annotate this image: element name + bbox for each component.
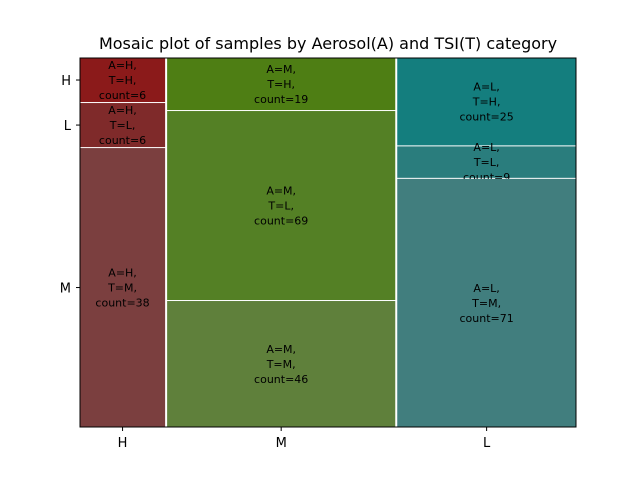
tile-label-line: count=6	[99, 134, 146, 147]
tile-label-line: A=L,	[473, 81, 499, 94]
x-tick-label-L: L	[483, 436, 491, 451]
y-tick-label-M: M	[60, 282, 71, 297]
tile-label-line: A=L,	[473, 141, 499, 154]
tile-label-line: T=H,	[108, 74, 137, 87]
tile-label-line: T=H,	[266, 78, 295, 91]
tile-label-line: count=19	[254, 93, 308, 106]
y-tick-label-L: L	[64, 119, 72, 134]
tile-label-line: A=L,	[473, 282, 499, 295]
tile-label-line: A=H,	[108, 267, 137, 280]
tile-label-M-M: A=M, T=M, count=46	[254, 343, 308, 386]
tile-label-line: A=M,	[266, 185, 296, 198]
mosaic-tile-M-H	[167, 58, 396, 111]
tile-label-line: T=H,	[472, 96, 501, 109]
tile-label-line: T=L,	[109, 119, 136, 132]
tile-label-line: A=M,	[266, 343, 296, 356]
tile-label-H-H: A=H, T=H, count=6	[99, 59, 146, 102]
tile-label-line: A=M,	[266, 63, 296, 76]
tile-label-line: count=69	[254, 215, 308, 228]
tile-label-L-H: A=L, T=H, count=25	[459, 81, 513, 124]
mosaic-tile-M-M	[167, 301, 396, 427]
chart-title: Mosaic plot of samples by Aerosol(A) and…	[99, 34, 557, 53]
tile-label-line: A=H,	[108, 104, 137, 117]
tile-label-line: T=M,	[107, 282, 137, 295]
y-tick-label-H: H	[61, 74, 71, 89]
tile-label-line: T=L,	[267, 200, 294, 213]
mosaic-tile-L-L	[397, 146, 576, 178]
tile-label-H-M: A=H, T=M, count=38	[95, 267, 149, 310]
tile-label-line: T=L,	[473, 156, 500, 169]
tile-label-line: T=M,	[471, 297, 501, 310]
tile-label-M-H: A=M, T=H, count=19	[254, 63, 308, 106]
x-tick-label-M: M	[276, 436, 287, 451]
tile-label-line: count=38	[95, 297, 149, 310]
tile-label-line: count=25	[459, 111, 513, 124]
mosaic-tile-H-L	[80, 103, 166, 148]
tile-label-M-L: A=M, T=L, count=69	[254, 185, 308, 228]
mosaic-tile-H-M	[80, 148, 166, 427]
tile-label-line: A=H,	[108, 59, 137, 72]
tile-label-line: count=71	[459, 312, 513, 325]
tile-label-L-M: A=L, T=M, count=71	[459, 282, 513, 325]
x-tick-label-H: H	[118, 436, 128, 451]
y-axis: H L M	[60, 74, 80, 297]
tile-label-line: T=M,	[266, 358, 296, 371]
tiles-group: A=H, T=H, count=6 A=H, T=L, count=6 A=H, T=M, co…	[80, 58, 576, 427]
tile-label-line: count=46	[254, 373, 308, 386]
tile-label-H-L: A=H, T=L, count=6	[99, 104, 146, 147]
mosaic-tile-H-H	[80, 58, 166, 103]
mosaic-tile-L-M	[397, 178, 576, 427]
mosaic-tile-M-L	[167, 111, 396, 301]
mosaic-tile-L-H	[397, 58, 576, 146]
tile-label-line: count=6	[99, 89, 146, 102]
plot-frame	[79, 57, 577, 428]
